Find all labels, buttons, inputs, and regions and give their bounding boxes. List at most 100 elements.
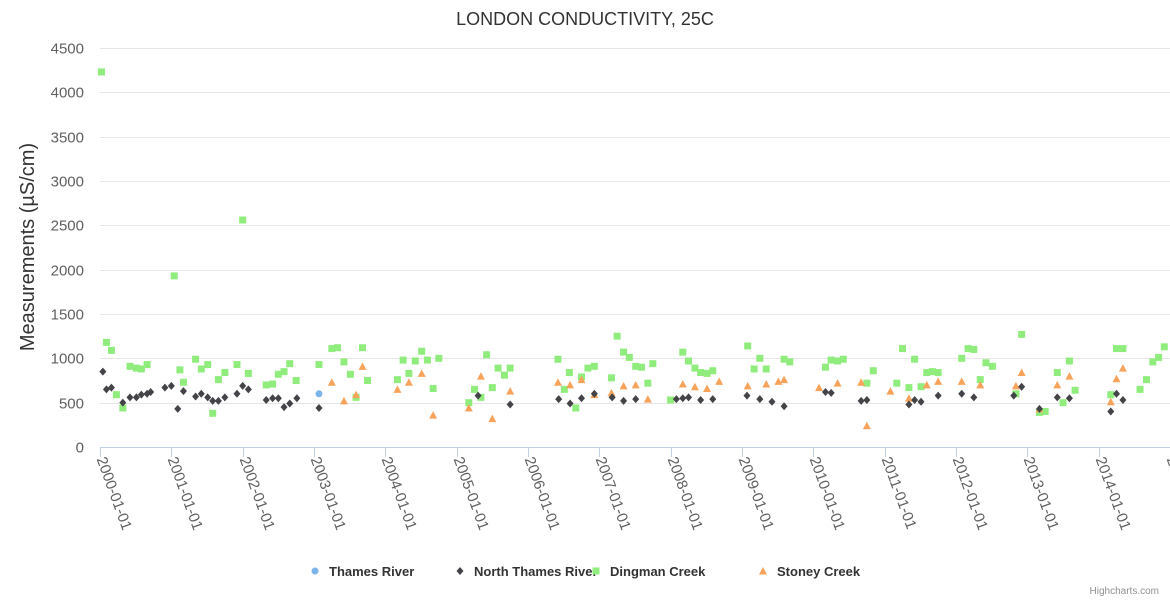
- data-point[interactable]: [340, 358, 348, 366]
- data-point[interactable]: [214, 376, 222, 384]
- data-point[interactable]: [934, 391, 942, 400]
- data-point[interactable]: [620, 396, 628, 405]
- data-point[interactable]: [359, 344, 367, 352]
- data-point[interactable]: [780, 355, 788, 363]
- data-point[interactable]: [899, 345, 906, 353]
- data-point[interactable]: [107, 383, 115, 392]
- data-point[interactable]: [339, 396, 348, 405]
- data-point[interactable]: [464, 403, 473, 412]
- data-point[interactable]: [768, 397, 776, 406]
- data-point[interactable]: [590, 389, 598, 398]
- data-point[interactable]: [99, 367, 107, 376]
- data-point[interactable]: [869, 367, 877, 375]
- data-point[interactable]: [161, 383, 169, 392]
- data-point[interactable]: [572, 404, 580, 412]
- data-point[interactable]: [905, 384, 913, 392]
- data-point[interactable]: [393, 376, 401, 384]
- data-point[interactable]: [917, 383, 925, 391]
- data-point[interactable]: [143, 361, 151, 369]
- data-point[interactable]: [632, 395, 640, 404]
- data-point[interactable]: [107, 346, 115, 354]
- data-point[interactable]: [209, 409, 217, 417]
- data-point[interactable]: [1018, 330, 1026, 338]
- data-point[interactable]: [1012, 390, 1020, 398]
- data-point[interactable]: [964, 345, 972, 353]
- data-point[interactable]: [233, 389, 241, 398]
- data-point[interactable]: [221, 393, 229, 402]
- data-point[interactable]: [488, 414, 497, 423]
- data-point[interactable]: [1017, 368, 1026, 377]
- data-point[interactable]: [1065, 357, 1073, 365]
- data-point[interactable]: [174, 404, 182, 413]
- data-point[interactable]: [209, 396, 217, 405]
- data-point[interactable]: [132, 393, 140, 402]
- data-point[interactable]: [119, 404, 127, 412]
- data-point[interactable]: [685, 393, 692, 402]
- data-point[interactable]: [474, 391, 482, 400]
- data-point[interactable]: [756, 395, 764, 404]
- data-point[interactable]: [976, 380, 985, 389]
- data-point[interactable]: [607, 388, 616, 397]
- data-point[interactable]: [625, 353, 633, 361]
- data-point[interactable]: [204, 361, 212, 369]
- data-point[interactable]: [423, 356, 431, 364]
- data-point[interactable]: [923, 369, 931, 377]
- data-point[interactable]: [1149, 358, 1157, 366]
- data-point[interactable]: [476, 372, 485, 380]
- data-point[interactable]: [709, 367, 717, 375]
- data-point[interactable]: [1053, 380, 1062, 389]
- data-point[interactable]: [703, 369, 711, 377]
- data-point[interactable]: [565, 369, 573, 377]
- data-point[interactable]: [1071, 386, 1079, 394]
- data-point[interactable]: [280, 403, 288, 412]
- data-point[interactable]: [221, 369, 229, 377]
- data-point[interactable]: [506, 387, 515, 395]
- data-point[interactable]: [715, 377, 724, 385]
- data-point[interactable]: [1136, 385, 1144, 393]
- data-point[interactable]: [679, 348, 687, 356]
- legend-item-dingman-creek[interactable]: Dingman Creek: [592, 564, 707, 579]
- data-point[interactable]: [643, 395, 652, 403]
- data-point[interactable]: [1035, 404, 1043, 413]
- data-point[interactable]: [262, 381, 270, 389]
- data-point[interactable]: [1018, 382, 1026, 391]
- data-point[interactable]: [554, 355, 562, 363]
- data-point[interactable]: [578, 394, 585, 403]
- data-point[interactable]: [477, 393, 485, 401]
- data-point[interactable]: [404, 378, 413, 386]
- data-point[interactable]: [911, 396, 919, 405]
- data-point[interactable]: [553, 378, 562, 386]
- data-point[interactable]: [928, 368, 936, 376]
- data-point[interactable]: [1118, 364, 1127, 372]
- data-point[interactable]: [685, 357, 692, 365]
- data-point[interactable]: [112, 391, 120, 399]
- data-point[interactable]: [286, 360, 294, 368]
- legend-item-stoney-creek[interactable]: Stoney Creek: [759, 564, 861, 579]
- data-point[interactable]: [132, 364, 140, 372]
- data-point[interactable]: [465, 399, 473, 407]
- data-point[interactable]: [750, 365, 758, 373]
- data-point[interactable]: [506, 400, 514, 409]
- data-point[interactable]: [197, 389, 205, 398]
- data-point[interactable]: [192, 355, 200, 363]
- data-point[interactable]: [1113, 345, 1120, 353]
- data-point[interactable]: [399, 356, 407, 364]
- data-point[interactable]: [269, 394, 277, 403]
- data-point[interactable]: [827, 356, 835, 364]
- data-point[interactable]: [239, 381, 247, 390]
- data-point[interactable]: [608, 393, 616, 402]
- data-point[interactable]: [494, 364, 502, 372]
- data-point[interactable]: [1112, 374, 1121, 383]
- data-point[interactable]: [262, 396, 270, 405]
- data-point[interactable]: [911, 355, 919, 363]
- data-point[interactable]: [405, 369, 413, 377]
- data-point[interactable]: [667, 396, 675, 404]
- data-point[interactable]: [97, 68, 105, 76]
- data-point[interactable]: [886, 387, 895, 395]
- data-point[interactable]: [1053, 369, 1061, 377]
- data-point[interactable]: [167, 381, 175, 390]
- data-point[interactable]: [691, 364, 699, 372]
- data-point[interactable]: [863, 396, 871, 405]
- data-point[interactable]: [102, 338, 110, 346]
- data-point[interactable]: [1041, 408, 1049, 416]
